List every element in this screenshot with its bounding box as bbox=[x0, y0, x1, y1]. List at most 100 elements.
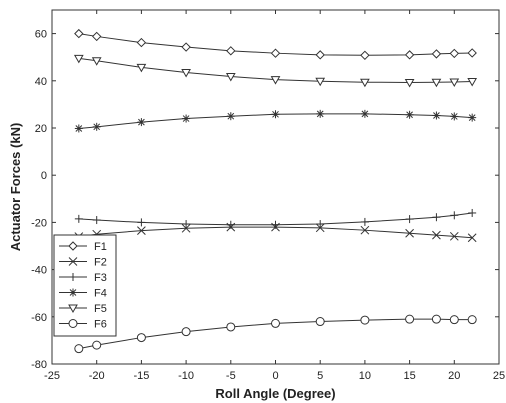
data-point-f4 bbox=[137, 118, 146, 127]
legend-marker bbox=[69, 273, 77, 281]
data-point-f4 bbox=[360, 109, 369, 118]
legend-item-f1: F1 bbox=[59, 241, 107, 253]
marker-shape bbox=[404, 78, 415, 88]
legend-label: F3 bbox=[94, 272, 107, 284]
data-point-f5 bbox=[315, 77, 326, 87]
legend-item-f2: F2 bbox=[59, 257, 107, 269]
marker-shape bbox=[449, 48, 460, 59]
marker-stroke bbox=[405, 228, 414, 238]
marker-shape bbox=[315, 77, 326, 87]
data-point-f4 bbox=[74, 124, 83, 133]
series-f5 bbox=[73, 54, 478, 88]
plot-frame bbox=[51, 9, 500, 365]
x-tick-label: -15 bbox=[133, 370, 149, 382]
data-point-f5 bbox=[449, 78, 460, 87]
data-point-f6 bbox=[92, 340, 102, 350]
legend-marker bbox=[68, 304, 78, 314]
data-point-f6 bbox=[181, 327, 191, 337]
x-tick-label: 15 bbox=[403, 370, 415, 382]
series-line-f2 bbox=[78, 226, 473, 239]
data-point-f3 bbox=[271, 220, 280, 229]
marker-stroke bbox=[406, 111, 413, 119]
data-point-f1 bbox=[431, 49, 442, 59]
data-point-f1 bbox=[136, 37, 147, 48]
data-point-f2 bbox=[405, 228, 414, 238]
marker-stroke bbox=[467, 233, 477, 243]
x-tick-label: -10 bbox=[178, 370, 194, 382]
data-point-f2 bbox=[360, 225, 370, 235]
marker-shape bbox=[181, 69, 191, 78]
marker-stroke bbox=[181, 223, 191, 233]
marker-shape bbox=[431, 78, 442, 88]
data-point-f5 bbox=[431, 78, 442, 88]
marker-shape bbox=[315, 317, 325, 327]
marker-shape bbox=[449, 315, 459, 325]
data-point-f6 bbox=[226, 322, 236, 332]
marker-shape bbox=[73, 54, 84, 64]
data-point-f1 bbox=[467, 48, 477, 58]
marker-stroke bbox=[316, 110, 324, 118]
data-point-f4 bbox=[271, 110, 280, 119]
data-point-f3 bbox=[432, 213, 441, 222]
data-point-f1 bbox=[74, 28, 84, 39]
data-point-f2 bbox=[467, 233, 477, 243]
data-point-f2 bbox=[181, 223, 191, 233]
marker-stroke bbox=[272, 110, 279, 118]
marker-shape bbox=[467, 315, 477, 325]
marker-shape bbox=[136, 63, 147, 73]
marker-stroke bbox=[360, 225, 370, 235]
y-tick-label: 40 bbox=[35, 76, 47, 88]
legend-label: F6 bbox=[94, 319, 107, 331]
legend-marker bbox=[69, 288, 77, 297]
data-point-f3 bbox=[450, 211, 459, 220]
marker-stroke bbox=[137, 226, 146, 236]
marker-shape bbox=[270, 76, 281, 85]
data-point-f5 bbox=[467, 78, 478, 87]
marker-shape bbox=[68, 319, 78, 328]
data-point-f4 bbox=[316, 109, 325, 118]
data-point-f1 bbox=[226, 46, 236, 56]
x-tick-label: -5 bbox=[226, 370, 236, 382]
marker-shape bbox=[467, 48, 477, 58]
y-tick-label: -20 bbox=[31, 217, 47, 229]
legend-marker bbox=[68, 241, 78, 251]
data-point-f3 bbox=[316, 220, 325, 229]
data-point-f5 bbox=[225, 73, 236, 82]
marker-shape bbox=[136, 333, 146, 343]
y-tick-label: -80 bbox=[31, 359, 47, 371]
marker-stroke bbox=[433, 112, 440, 119]
marker-stroke bbox=[449, 231, 459, 241]
y-tick-label: 60 bbox=[35, 29, 47, 41]
data-point-f6 bbox=[405, 314, 415, 324]
data-point-f5 bbox=[91, 57, 102, 66]
marker-shape bbox=[181, 42, 191, 52]
data-point-f4 bbox=[468, 113, 477, 122]
marker-shape bbox=[404, 50, 415, 60]
data-point-f3 bbox=[226, 220, 235, 229]
data-point-f6 bbox=[315, 317, 325, 327]
data-point-f2 bbox=[432, 230, 441, 240]
data-point-f3 bbox=[468, 208, 477, 217]
marker-shape bbox=[68, 304, 78, 314]
data-point-f5 bbox=[270, 76, 281, 85]
marker-stroke bbox=[68, 257, 78, 266]
marker-shape bbox=[360, 78, 370, 88]
marker-stroke bbox=[93, 123, 101, 131]
data-point-f1 bbox=[449, 48, 460, 59]
data-point-f4 bbox=[182, 114, 191, 123]
series-f1 bbox=[74, 28, 477, 61]
marker-shape bbox=[136, 37, 147, 48]
data-point-f1 bbox=[360, 50, 370, 61]
data-point-f6 bbox=[136, 333, 146, 343]
legend-label: F5 bbox=[94, 303, 107, 315]
data-point-f6 bbox=[271, 318, 280, 328]
data-point-f3 bbox=[405, 215, 414, 224]
series-layer bbox=[73, 28, 478, 354]
legend-label: F4 bbox=[94, 288, 107, 300]
data-point-f4 bbox=[226, 112, 235, 121]
data-point-f5 bbox=[181, 69, 191, 78]
x-tick-label: 25 bbox=[493, 370, 505, 382]
data-point-f1 bbox=[91, 31, 102, 42]
marker-stroke bbox=[138, 118, 145, 126]
